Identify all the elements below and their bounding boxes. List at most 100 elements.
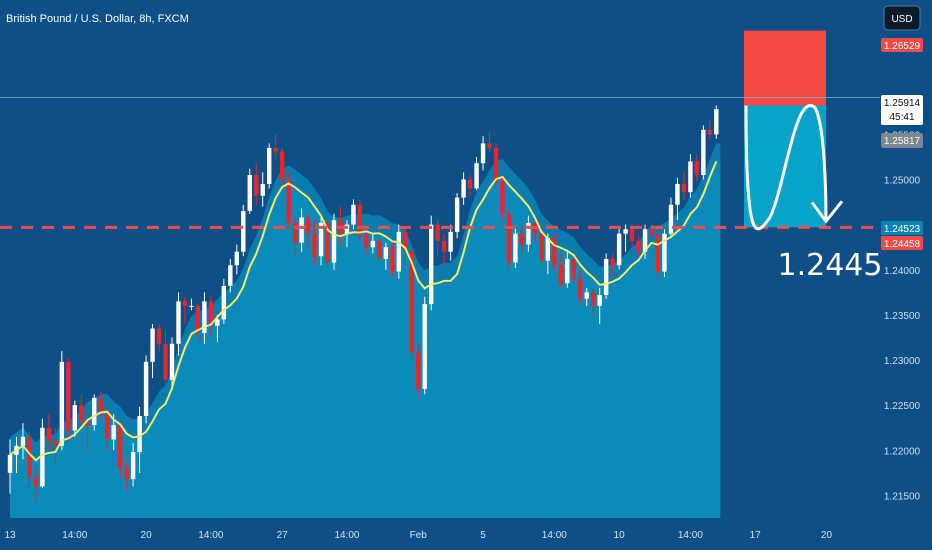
candle <box>591 289 596 315</box>
candle <box>435 220 440 257</box>
candle-body <box>578 278 583 299</box>
candle-body <box>701 129 706 175</box>
stop-loss-zone <box>744 30 826 106</box>
candle-body <box>441 240 447 252</box>
projection-curve <box>744 104 828 231</box>
candle <box>124 459 129 491</box>
target-price-label: 1.2445 <box>778 248 883 283</box>
candle <box>636 235 641 257</box>
candle-body <box>539 233 544 261</box>
currency-label: USD <box>891 14 912 25</box>
candle <box>467 174 473 196</box>
candle <box>655 224 661 279</box>
candle-body <box>571 258 576 279</box>
candle <box>150 323 155 379</box>
candle-body <box>403 231 408 252</box>
candle-body <box>707 129 713 135</box>
y-tick-label: 1.22500 <box>884 401 921 412</box>
candle-body <box>448 231 453 252</box>
candle <box>480 136 486 171</box>
candle-body <box>493 147 499 182</box>
line-b-price-tag: 1.24458 <box>881 236 923 250</box>
candle <box>273 134 278 157</box>
candle-body <box>610 258 615 266</box>
candle-body <box>370 240 376 248</box>
candle <box>623 224 628 252</box>
x-tick-label: 13 <box>4 530 16 541</box>
candle-body <box>461 179 466 198</box>
candle <box>642 224 648 259</box>
x-tick-label: 14:00 <box>198 530 223 541</box>
candle-body <box>130 452 136 480</box>
candle <box>461 172 466 205</box>
candle <box>182 296 188 324</box>
x-tick-label: 5 <box>480 530 486 541</box>
candle <box>675 177 680 221</box>
candle-body <box>558 265 563 284</box>
candle <box>603 253 609 299</box>
candle-body <box>176 301 181 344</box>
candle <box>584 287 589 306</box>
candle <box>156 323 162 352</box>
candle <box>357 199 363 243</box>
candle <box>519 224 525 254</box>
candle-body <box>267 147 272 185</box>
candle <box>312 220 317 266</box>
candle <box>189 298 194 311</box>
candle-body <box>156 328 162 344</box>
candle-body <box>526 222 531 245</box>
candle <box>454 193 460 239</box>
candle-body <box>396 231 401 272</box>
candle <box>143 355 149 424</box>
candle <box>513 226 518 268</box>
candle-body <box>79 405 84 422</box>
candle <box>98 391 103 419</box>
candle-body <box>681 184 687 193</box>
candle <box>390 242 395 277</box>
bar-countdown-text: 45:41 <box>889 112 914 123</box>
candle-body <box>150 328 155 362</box>
overlay-layer <box>0 96 880 462</box>
candle-body <box>247 174 252 212</box>
candle-body <box>124 468 129 480</box>
symbol-title: British Pound / U.S. Dollar, 8h, FXCM <box>6 13 189 25</box>
candle <box>202 292 207 344</box>
candle-body <box>292 222 298 243</box>
candle-body <box>629 229 635 241</box>
candle <box>286 172 291 230</box>
candle-body <box>688 161 693 193</box>
y-tick-label: 1.22000 <box>884 446 921 457</box>
candle-body <box>331 220 337 263</box>
candle <box>169 337 175 388</box>
candle-body <box>636 240 641 252</box>
candle <box>545 233 551 275</box>
candle <box>318 215 324 266</box>
candle-body <box>623 229 628 234</box>
candle-body <box>616 233 622 266</box>
candle <box>370 233 376 254</box>
candle <box>85 409 90 451</box>
candle <box>403 226 408 266</box>
candle-body <box>202 301 207 333</box>
candle <box>46 414 52 451</box>
candle-body <box>344 224 350 234</box>
candle <box>506 208 512 270</box>
candle-body <box>649 229 654 236</box>
candle <box>163 331 168 392</box>
candle <box>27 432 32 487</box>
candle-body <box>318 222 324 257</box>
candle <box>215 314 220 342</box>
candle <box>377 235 382 263</box>
candle-body <box>480 143 486 164</box>
candle-body <box>228 265 233 287</box>
candles-layer <box>7 105 719 500</box>
candle <box>20 423 26 460</box>
candle <box>228 258 233 293</box>
candle-body <box>27 436 32 478</box>
candle-body <box>189 305 194 307</box>
currency-button[interactable]: USD <box>883 5 921 31</box>
candle <box>526 215 531 252</box>
candle-body <box>662 233 667 272</box>
candle-body <box>143 361 149 416</box>
